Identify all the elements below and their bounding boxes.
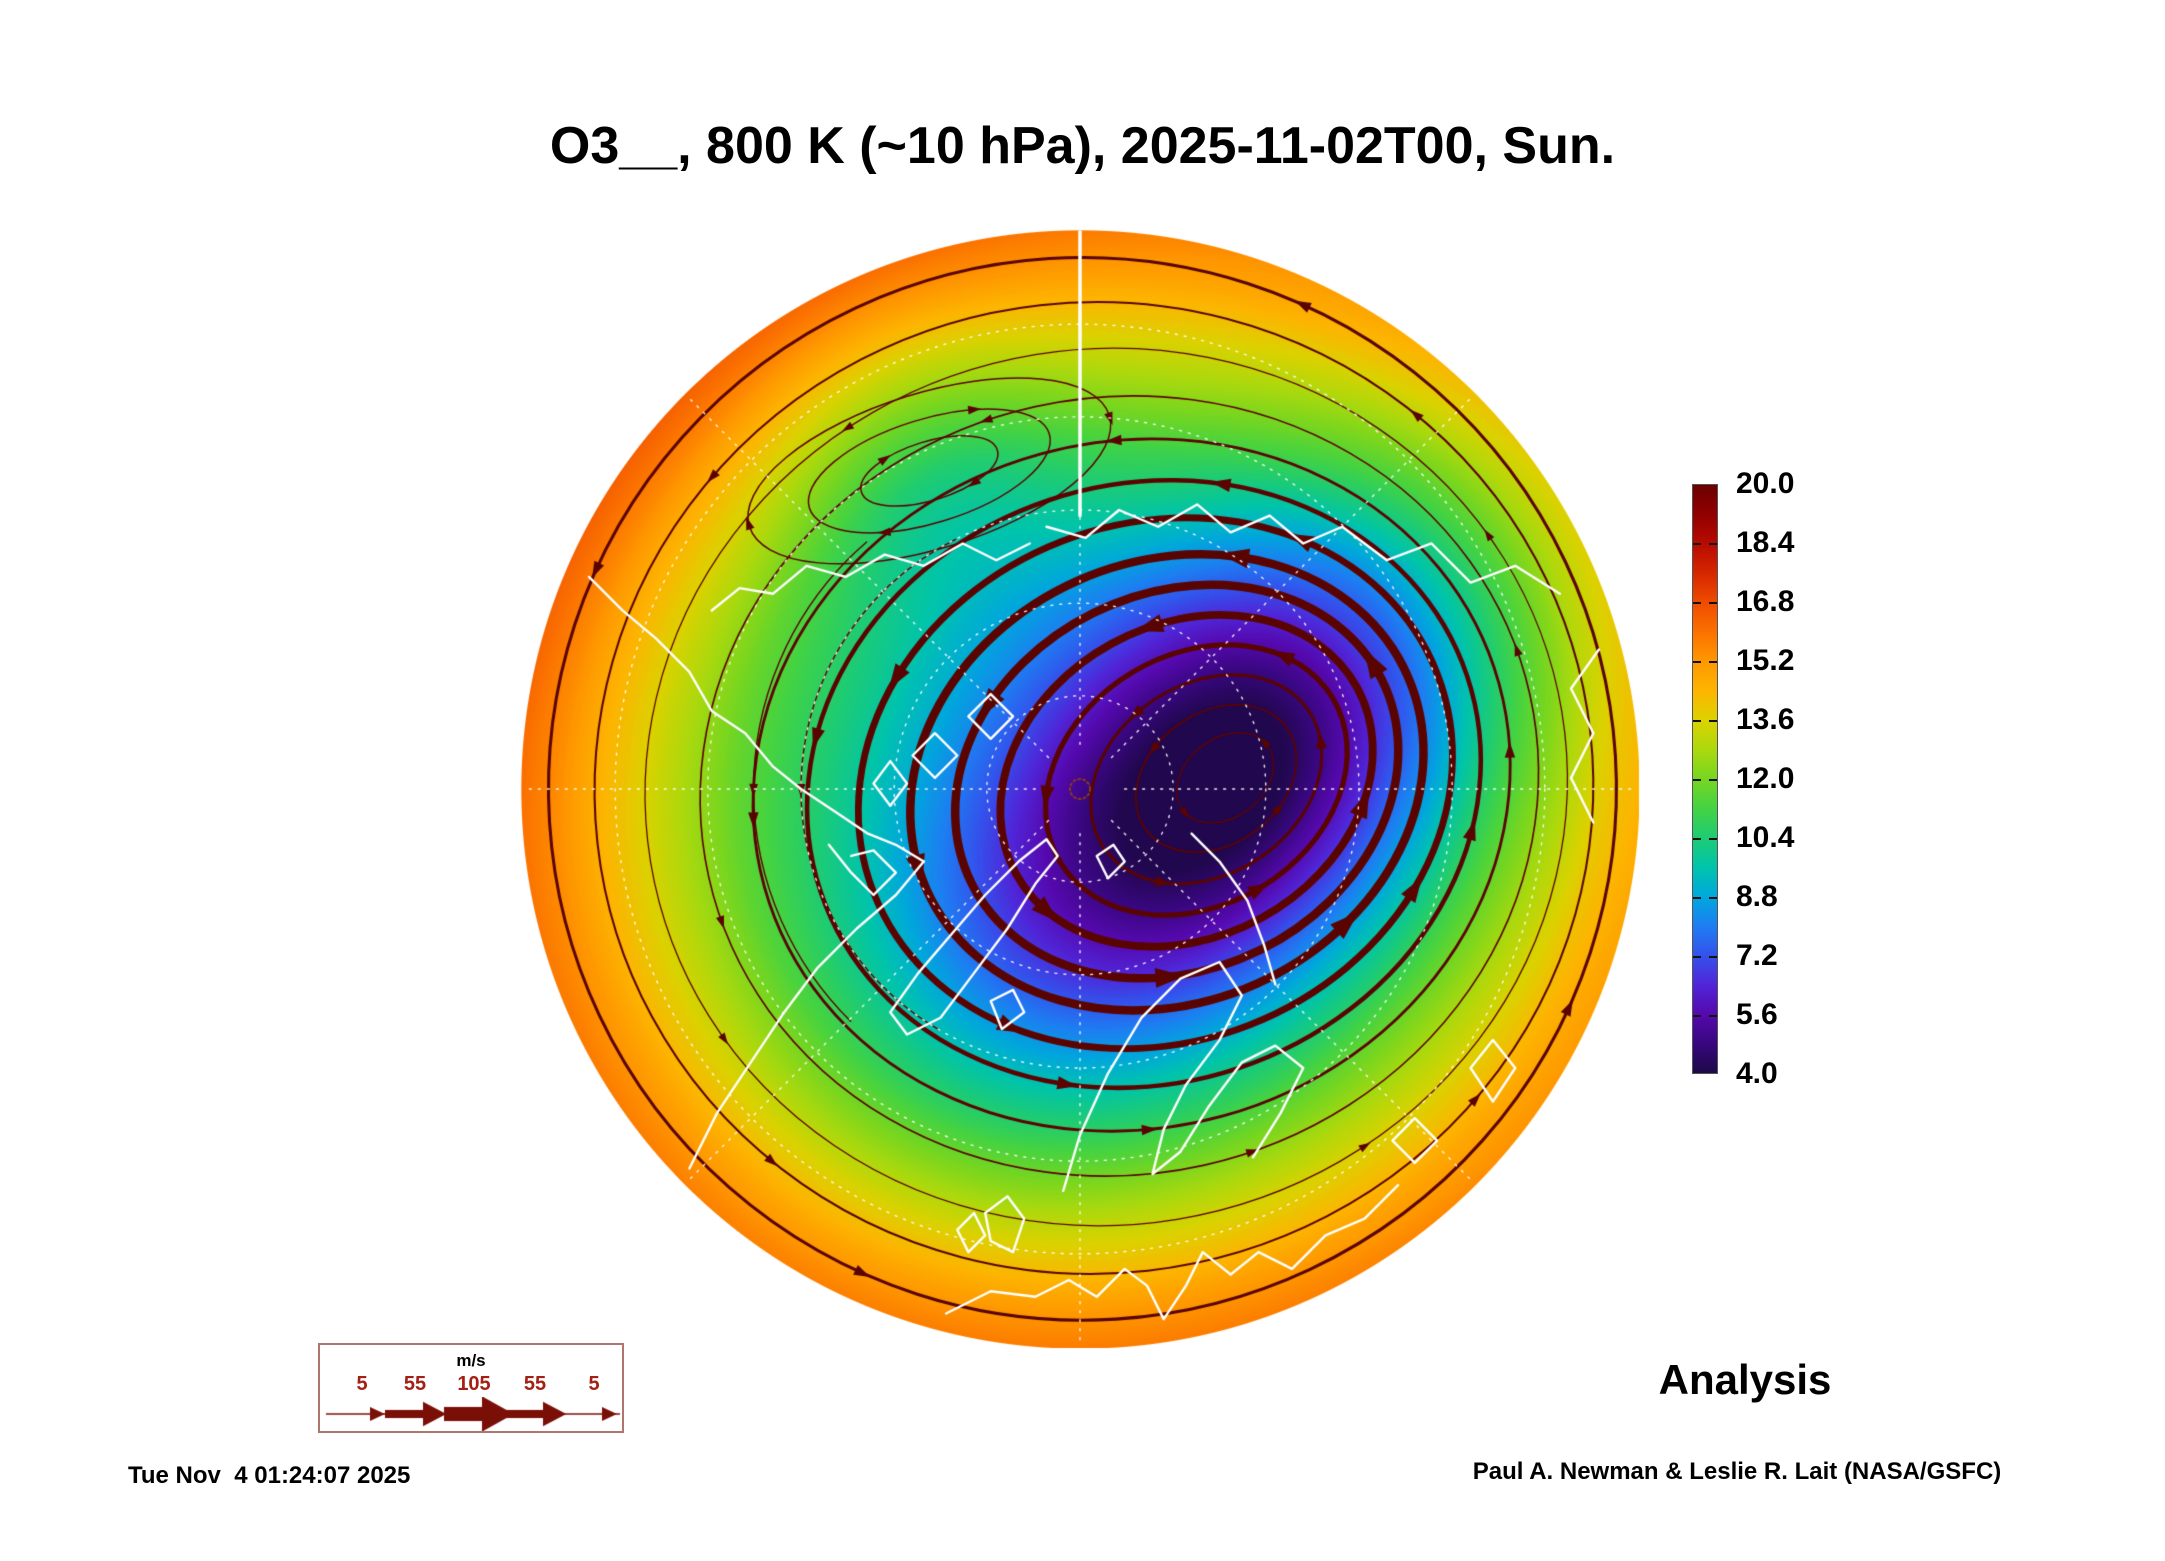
colorbar-tick-label: 15.2: [1736, 644, 1795, 677]
colorbar-tick: [1709, 779, 1717, 781]
colorbar-tick-label: 4.0: [1736, 1057, 1778, 1090]
wind-speed-legend: m/s 5 55 105 55 5: [318, 1343, 626, 1433]
colorbar-tick: [1709, 1015, 1717, 1017]
colorbar-tick: [1709, 661, 1717, 663]
wind-speed-value: 105: [457, 1373, 491, 1395]
colorbar-tick: [1693, 897, 1701, 899]
colorbar-tick: [1693, 1015, 1701, 1017]
colorbar-tick: [1693, 838, 1701, 840]
colorbar-gradient: [1692, 484, 1718, 1074]
colorbar-tick-label: 13.6: [1736, 703, 1795, 736]
colorbar-tick: [1709, 602, 1717, 604]
wind-speed-value: 5: [588, 1373, 600, 1395]
colorbar-tick-label: 10.4: [1736, 821, 1795, 854]
colorbar-tick-label: 5.6: [1736, 998, 1778, 1031]
colorbar-tick: [1693, 956, 1701, 958]
colorbar-tick: [1709, 897, 1717, 899]
wind-speed-value: 55: [523, 1373, 547, 1395]
colorbar-tick-label: 18.4: [1736, 526, 1795, 559]
analysis-label: Analysis: [1658, 1356, 1832, 1403]
colorbar-tick-label: 8.8: [1736, 880, 1778, 913]
colorbar-tick: [1709, 956, 1717, 958]
colorbar: 20.0 18.4 16.8 15.2 13.6 12.0 10.4 8.8 7.2 5.6 4.0: [1692, 468, 1832, 1090]
colorbar-tick: [1693, 720, 1701, 722]
colorbar-tick: [1709, 543, 1717, 545]
colorbar-tick-label: 20.0: [1736, 467, 1795, 500]
colorbar-tick-label: 16.8: [1736, 585, 1795, 618]
credit-text: Paul A. Newman & Leslie R. Lait (NASA/GS…: [1472, 1458, 2002, 1485]
colorbar-tick: [1709, 838, 1717, 840]
colorbar-tick: [1693, 543, 1701, 545]
timestamp-text: Tue Nov 4 01:24:07 2025: [128, 1462, 411, 1489]
wind-speed-value: 5: [356, 1373, 368, 1395]
wind-arrow-glyph: [320, 1397, 626, 1431]
colorbar-tick: [1693, 661, 1701, 663]
colorbar-tick-label: 12.0: [1736, 762, 1795, 795]
figure-title: O3__, 800 K (~10 hPa), 2025-11-02T00, Su…: [549, 117, 1616, 175]
wind-speed-value: 55: [403, 1373, 427, 1395]
colorbar-tick: [1693, 602, 1701, 604]
wind-unit-label: m/s: [456, 1351, 486, 1370]
colorbar-tick: [1693, 779, 1701, 781]
colorbar-tick-label: 7.2: [1736, 939, 1778, 972]
colorbar-tick: [1709, 720, 1717, 722]
